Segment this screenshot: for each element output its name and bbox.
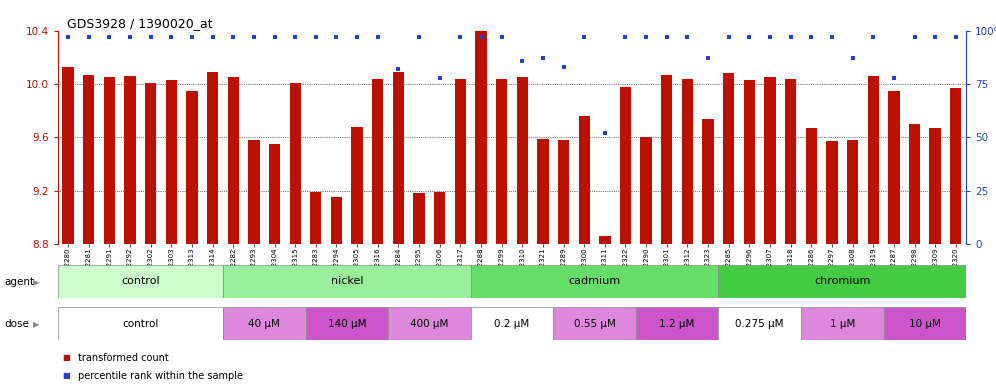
Bar (352, 127, 363, 244)
Bar (392, 72, 404, 244)
Bar (661, 74, 672, 244)
Bar (600, 236, 611, 244)
Bar (223, 307, 306, 340)
Text: 1 μM: 1 μM (830, 318, 855, 329)
Bar (290, 83, 301, 244)
Bar (306, 307, 388, 340)
Bar (496, 79, 507, 244)
Bar (124, 76, 135, 244)
Bar (702, 119, 714, 244)
Bar (640, 137, 651, 244)
Text: ■: ■ (62, 353, 70, 362)
Text: control: control (122, 276, 159, 286)
Bar (558, 140, 570, 244)
Text: 400 μM: 400 μM (410, 318, 448, 329)
Bar (827, 141, 838, 244)
Bar (165, 80, 177, 244)
Bar (186, 91, 197, 244)
Text: cadmium: cadmium (569, 276, 621, 286)
Text: control: control (123, 318, 158, 329)
Text: percentile rank within the sample: percentile rank within the sample (78, 371, 243, 381)
Text: ▶: ▶ (33, 320, 40, 329)
Bar (227, 77, 239, 244)
Bar (517, 77, 528, 244)
Text: 140 μM: 140 μM (328, 318, 367, 329)
Text: 0.275 μM: 0.275 μM (735, 318, 784, 329)
Bar (908, 124, 920, 244)
Bar (718, 307, 801, 340)
Bar (681, 79, 693, 244)
Text: transformed count: transformed count (78, 353, 168, 363)
Bar (471, 307, 553, 340)
Text: 0.55 μM: 0.55 μM (574, 318, 616, 329)
Bar (806, 128, 817, 244)
Text: dose: dose (4, 319, 29, 329)
Bar (58, 307, 223, 340)
Text: 1.2 μM: 1.2 μM (659, 318, 695, 329)
Bar (847, 140, 859, 244)
Bar (888, 91, 899, 244)
Bar (723, 73, 734, 244)
Bar (929, 128, 941, 244)
Text: 10 μM: 10 μM (909, 318, 941, 329)
Bar (475, 27, 487, 244)
Bar (744, 80, 755, 244)
Bar (434, 192, 445, 244)
Bar (883, 307, 966, 340)
Bar (248, 140, 260, 244)
Bar (950, 88, 961, 244)
Bar (785, 79, 797, 244)
Bar (471, 265, 718, 298)
Text: ■: ■ (62, 371, 70, 380)
Bar (579, 116, 590, 244)
Bar (145, 83, 156, 244)
Bar (223, 265, 471, 298)
Bar (413, 193, 424, 244)
Bar (635, 307, 718, 340)
Bar (388, 307, 471, 340)
Text: agent: agent (4, 277, 34, 287)
Bar (310, 192, 322, 244)
Text: chromium: chromium (814, 276, 871, 286)
Bar (269, 144, 280, 244)
Text: nickel: nickel (331, 276, 363, 286)
Text: 0.2 μM: 0.2 μM (494, 318, 530, 329)
Bar (373, 79, 383, 244)
Text: 40 μM: 40 μM (248, 318, 280, 329)
Bar (620, 87, 631, 244)
Bar (868, 76, 878, 244)
Bar (553, 307, 635, 340)
Bar (801, 307, 883, 340)
Text: GDS3928 / 1390020_at: GDS3928 / 1390020_at (67, 17, 212, 30)
Bar (718, 265, 966, 298)
Bar (58, 265, 223, 298)
Bar (764, 77, 776, 244)
Bar (331, 197, 343, 244)
Bar (537, 139, 549, 244)
Bar (104, 77, 116, 244)
Bar (207, 72, 218, 244)
Bar (454, 79, 466, 244)
Text: ▶: ▶ (33, 278, 40, 287)
Bar (63, 67, 74, 244)
Bar (83, 74, 95, 244)
